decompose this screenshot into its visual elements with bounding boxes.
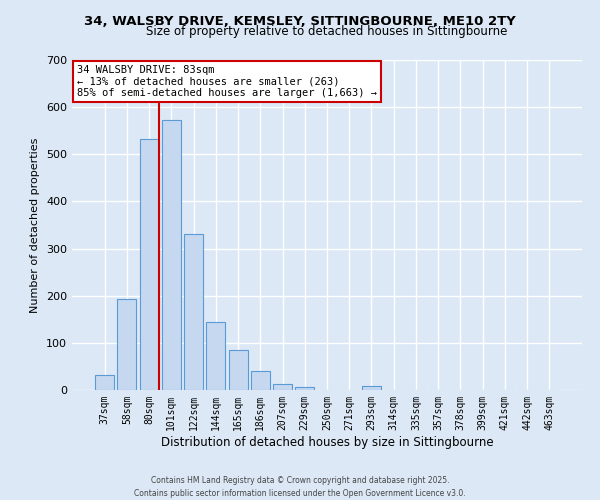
Bar — [206, 322, 225, 390]
X-axis label: Distribution of detached houses by size in Sittingbourne: Distribution of detached houses by size … — [161, 436, 493, 448]
Bar — [251, 371, 270, 390]
Bar — [362, 386, 381, 390]
Y-axis label: Number of detached properties: Number of detached properties — [31, 138, 40, 312]
Bar — [295, 386, 314, 390]
Bar — [184, 234, 203, 390]
Bar — [162, 120, 181, 390]
Text: 34 WALSBY DRIVE: 83sqm
← 13% of detached houses are smaller (263)
85% of semi-de: 34 WALSBY DRIVE: 83sqm ← 13% of detached… — [77, 65, 377, 98]
Bar — [140, 138, 158, 390]
Bar — [95, 375, 114, 390]
Text: Contains HM Land Registry data © Crown copyright and database right 2025.
Contai: Contains HM Land Registry data © Crown c… — [134, 476, 466, 498]
Bar — [229, 350, 248, 390]
Bar — [273, 384, 292, 390]
Title: Size of property relative to detached houses in Sittingbourne: Size of property relative to detached ho… — [146, 25, 508, 38]
Text: 34, WALSBY DRIVE, KEMSLEY, SITTINGBOURNE, ME10 2TY: 34, WALSBY DRIVE, KEMSLEY, SITTINGBOURNE… — [84, 15, 516, 28]
Bar — [118, 299, 136, 390]
